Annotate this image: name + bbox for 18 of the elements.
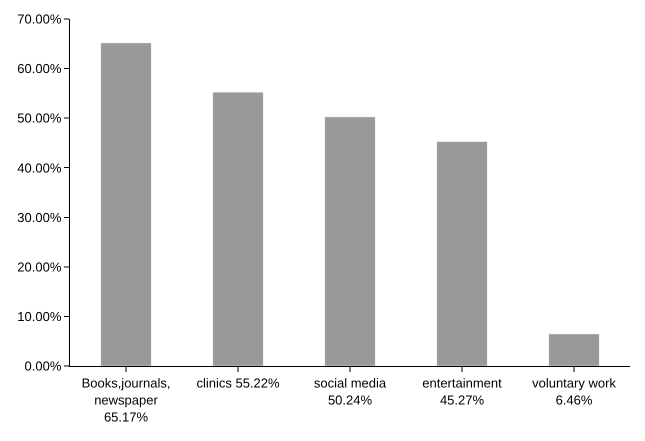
bar — [548, 334, 600, 366]
y-tick-label: 30.00% — [17, 210, 62, 225]
x-tick-label: social media 50.24% — [314, 376, 387, 408]
y-tick-label: 20.00% — [17, 259, 62, 274]
y-tick-label: 0.00% — [24, 358, 62, 374]
bar — [100, 42, 152, 366]
y-tick-label: 50.00% — [17, 110, 62, 126]
x-tick-label: entertainment 45.27% — [422, 376, 502, 408]
y-tick-label: 70.00% — [17, 12, 62, 27]
x-tick-label: Books,journals, newspaper 65.17% — [82, 376, 170, 424]
x-tick-label: clinics 55.22% — [196, 376, 280, 391]
bar — [436, 141, 488, 366]
bar — [212, 92, 264, 366]
y-tick-label: 60.00% — [17, 61, 62, 76]
y-tick-label: 10.00% — [17, 308, 62, 324]
y-tick-label: 40.00% — [17, 160, 62, 176]
bar — [324, 116, 376, 366]
x-tick-label: voluntary work 6.46% — [532, 376, 616, 408]
